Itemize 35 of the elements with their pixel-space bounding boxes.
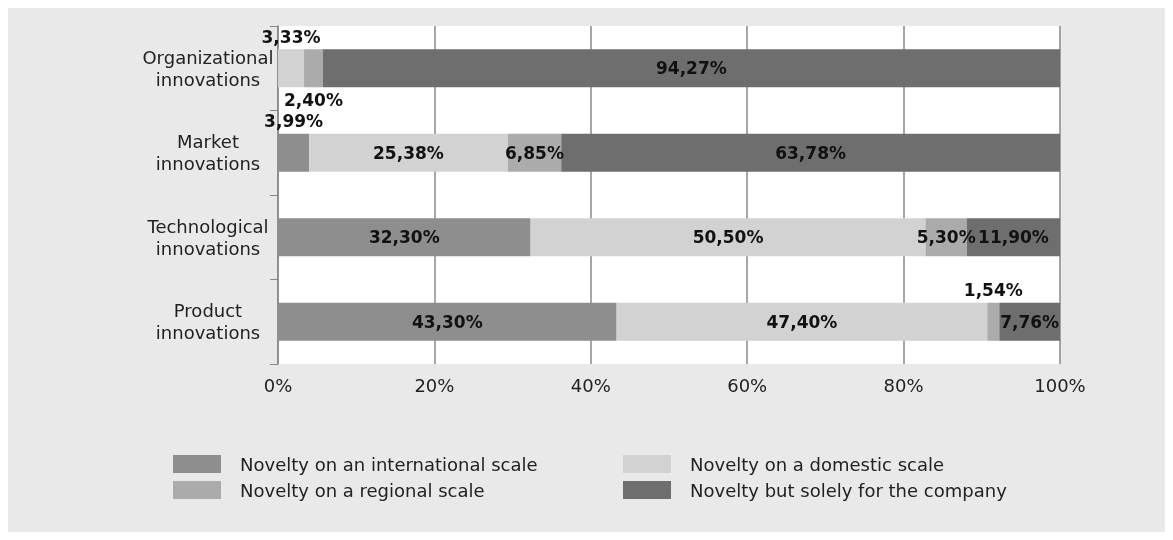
legend-label: Novelty on a regional scale (240, 479, 485, 501)
x-tick-label: 20% (414, 374, 455, 396)
y-tick-label: Market innovations (155, 131, 261, 175)
x-tick-label: 40% (570, 374, 611, 396)
y-tick-label: Organizational innovations (142, 46, 274, 90)
data-label: 3,99% (264, 111, 324, 132)
data-label: 25,38% (373, 142, 444, 163)
data-label: 47,40% (766, 311, 838, 332)
data-label: 1,54% (963, 280, 1023, 301)
data-label: 94,27% (656, 58, 727, 79)
x-tick-label: 0% (263, 374, 293, 396)
data-label: 2,40% (283, 89, 343, 110)
data-label: 32,30% (368, 227, 440, 248)
bar (987, 302, 1000, 341)
y-tick-label: Technological innovations (146, 215, 269, 259)
y-tick-label: Product innovations (155, 300, 261, 344)
legend-label: Novelty on a domestic scale (690, 453, 945, 475)
data-label: 43,30% (411, 311, 483, 332)
bar (322, 49, 1060, 88)
data-label: 11,90% (978, 227, 1049, 248)
x-tick-label: 100% (1034, 374, 1086, 396)
bar (304, 49, 323, 88)
data-label: 7,76% (1000, 311, 1060, 332)
bar (309, 133, 508, 172)
bar (278, 49, 305, 88)
legend-label: Novelty on an international scale (240, 453, 538, 475)
data-label: 3,33% (261, 26, 321, 47)
data-label: 63,78% (775, 142, 847, 163)
legend-label: Novelty but solely for the company (690, 479, 1008, 501)
data-label: 50,50% (692, 227, 764, 248)
data-label: 5,30% (916, 227, 976, 248)
bar (616, 302, 988, 341)
x-tick-label: 60% (727, 374, 768, 396)
data-label: 6,85% (504, 142, 564, 163)
x-tick-label: 80% (883, 374, 924, 396)
